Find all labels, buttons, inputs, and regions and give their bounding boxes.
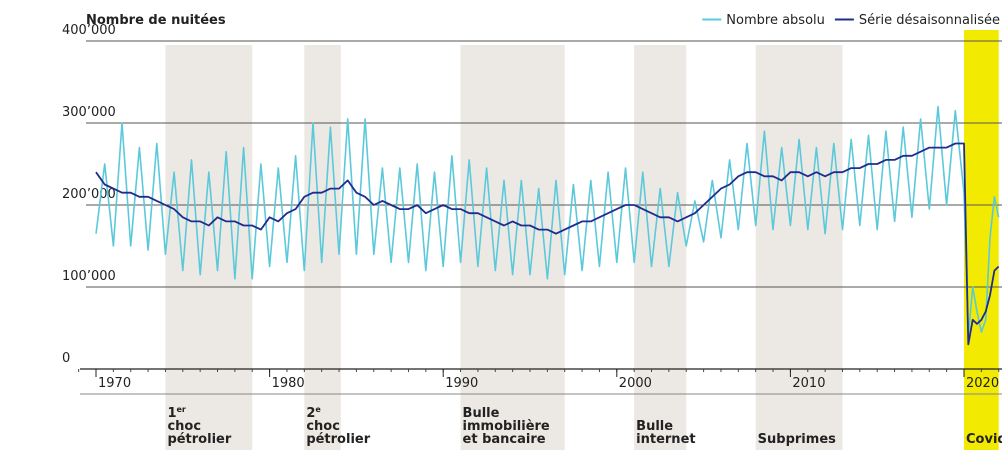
period-label-sup: er xyxy=(176,405,185,414)
legend-label: Série désaisonnalisée xyxy=(859,13,1000,28)
period-label: 1er xyxy=(167,405,185,421)
y-tick-label: 0 xyxy=(62,351,70,366)
period-label: Subprimes xyxy=(758,432,836,447)
period-band xyxy=(460,45,565,450)
series-line xyxy=(95,105,1000,337)
series-line xyxy=(95,142,1000,346)
period-band xyxy=(634,45,687,450)
period-label-text: 2 xyxy=(306,406,315,421)
period-label: choc xyxy=(306,419,340,434)
period-label: et bancaire xyxy=(463,432,546,447)
x-tick-label: 1980 xyxy=(272,376,305,391)
chart-title: Nombre de nuitées xyxy=(86,13,226,28)
x-tick-label: 2010 xyxy=(792,376,825,391)
x-tick-label: 1970 xyxy=(98,376,131,391)
period-label: choc xyxy=(167,419,201,434)
period-label: 2e xyxy=(306,405,321,421)
period-label: pétrolier xyxy=(306,432,370,447)
period-label: immobilière xyxy=(463,419,550,434)
period-label: pétrolier xyxy=(167,432,231,447)
period-label: Bulle xyxy=(463,406,500,421)
y-tick-label: 100’000 xyxy=(62,269,116,284)
x-tick-label: 2000 xyxy=(619,376,652,391)
period-label: Covid–19 xyxy=(966,432,1002,447)
y-tick-label: 300’000 xyxy=(62,105,116,120)
legend-label: Nombre absolu xyxy=(726,13,825,28)
period-band xyxy=(755,45,843,450)
y-tick-label: 400’000 xyxy=(62,23,116,38)
period-label-sup: e xyxy=(315,405,321,414)
period-label-text: 1 xyxy=(167,406,176,421)
y-tick-label: 200’000 xyxy=(62,187,116,202)
x-tick-label: 1990 xyxy=(445,376,478,391)
period-band xyxy=(964,30,999,450)
period-band xyxy=(165,45,253,450)
x-tick-label: 2020 xyxy=(966,376,999,391)
period-label: Bulle xyxy=(636,419,673,434)
period-label: internet xyxy=(636,432,695,447)
